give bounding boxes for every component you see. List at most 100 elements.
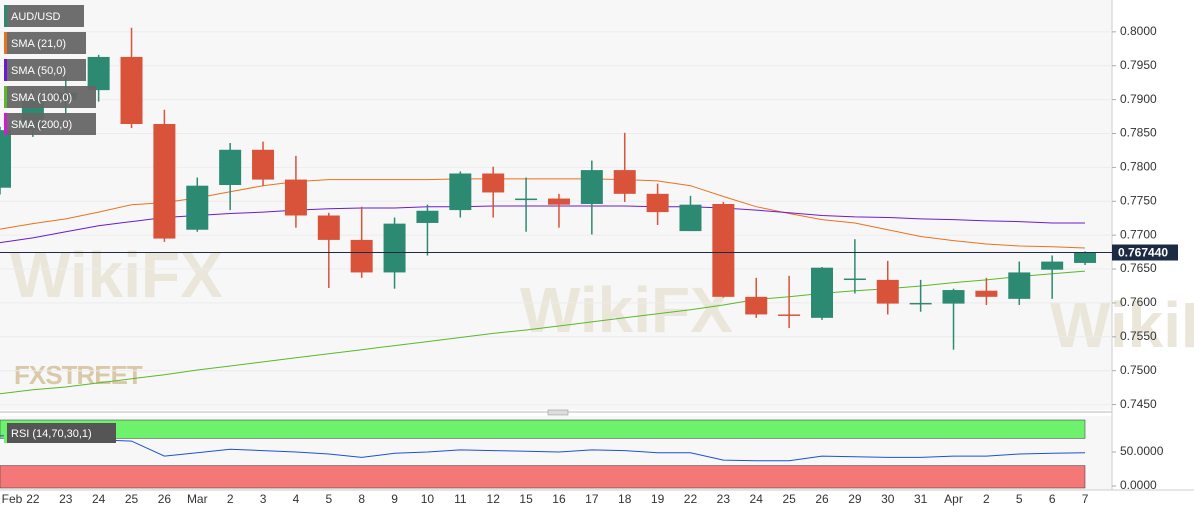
legend-label: RSI (14,70,30,1) [11, 428, 92, 440]
candle-body [0, 130, 11, 188]
oversold-band [0, 465, 1086, 489]
y-tick-label: 0.7750 [1120, 193, 1157, 207]
legend-box[interactable] [4, 423, 116, 443]
x-tick-label: 5 [1016, 492, 1023, 506]
legend-box[interactable] [4, 32, 86, 54]
x-tick-label: 17 [585, 492, 599, 506]
candle-body [87, 56, 110, 91]
candle-body [876, 279, 899, 304]
legend-box[interactable] [4, 59, 86, 81]
candle-body [186, 185, 209, 230]
x-tick-label: 2 [983, 492, 990, 506]
candle-body [252, 149, 275, 180]
x-tick-label: Apr [944, 492, 963, 506]
y-tick-label: 0.7550 [1120, 329, 1157, 343]
legend-swatch [4, 113, 7, 135]
legend-label: SMA (50,0) [11, 65, 66, 77]
legend-swatch [4, 86, 7, 108]
watermark: WikiFX [520, 274, 733, 346]
x-tick-label: 25 [782, 492, 796, 506]
legend-box[interactable] [4, 86, 96, 108]
candle-body [515, 198, 538, 201]
y-tick-label: 0.0000 [1120, 478, 1157, 492]
x-tick-label: Feb [2, 492, 23, 506]
y-tick-label: 0.7450 [1120, 397, 1157, 411]
price-panel [0, 0, 1112, 410]
candle-body [350, 239, 373, 273]
sma-line [0, 270, 1086, 395]
candle-body [843, 278, 866, 281]
x-tick-label: 7 [1082, 492, 1089, 506]
x-tick-label: 18 [618, 492, 632, 506]
candle-body [580, 170, 603, 204]
candle-body [712, 203, 735, 297]
legend-swatch [4, 5, 7, 27]
last-price-box [1112, 244, 1178, 261]
candle-body [120, 56, 143, 125]
x-tick-label: 8 [358, 492, 365, 506]
x-tick-label: 2 [227, 492, 234, 506]
legend-label: SMA (21,0) [11, 38, 66, 50]
rsi-line [0, 435, 1086, 462]
y-tick-label: 0.7800 [1120, 160, 1157, 174]
candle-body [613, 170, 636, 194]
x-tick-label: 12 [487, 492, 501, 506]
sma-line [0, 178, 1086, 249]
legend-label: AUD/USD [11, 11, 61, 23]
candle-body [219, 149, 242, 186]
y-tick-label: 0.7600 [1120, 295, 1157, 309]
candle-body [547, 198, 570, 205]
x-tick-label: 24 [750, 492, 764, 506]
x-tick-label: 3 [260, 492, 267, 506]
resize-handle[interactable] [547, 409, 569, 416]
legend-swatch [4, 32, 7, 54]
candle-body [1074, 252, 1097, 263]
watermarks: WikiFXWikiFXWikiFXFXSTREET [10, 239, 1194, 390]
candle-body [778, 314, 801, 316]
x-tick-label: Mar [187, 492, 208, 506]
candle-body [975, 290, 998, 297]
x-tick-label: 10 [421, 492, 435, 506]
candle-body [811, 267, 833, 318]
y-tick-label: 50.0000 [1120, 444, 1164, 458]
x-tick-label: 23 [717, 492, 731, 506]
watermark: WikiFX [1050, 289, 1194, 361]
x-tick-label: 5 [325, 492, 332, 506]
sma-line [0, 205, 1085, 244]
candle-body [679, 204, 702, 232]
y-tick-label: 0.7500 [1120, 363, 1157, 377]
candle-body [909, 302, 932, 305]
x-tick-label: 9 [391, 492, 398, 506]
y-tick-label: 0.7950 [1120, 58, 1157, 72]
watermark: WikiFX [10, 239, 223, 311]
overbought-band [0, 419, 1086, 439]
candle-body [383, 223, 406, 273]
legend-label: SMA (100,0) [11, 92, 72, 104]
candle-body [745, 296, 768, 315]
x-tick-label: 19 [651, 492, 665, 506]
last-price-label: 0.767440 [1118, 246, 1168, 260]
y-tick-label: 0.7900 [1120, 92, 1157, 106]
y-tick-label: 0.7700 [1120, 227, 1157, 241]
legend-box[interactable] [4, 113, 96, 135]
x-tick-label: 25 [125, 492, 139, 506]
x-tick-label: 15 [519, 492, 533, 506]
candle-body [482, 173, 505, 193]
marks [0, 27, 1112, 462]
legend-swatch [4, 423, 7, 443]
legend-label: SMA (200,0) [11, 119, 72, 131]
x-tick-label: 11 [454, 492, 467, 506]
labels: 0.7450 0.7500 0.7550 0.7600 0.7650 0.7700 0.77… [2, 5, 1178, 506]
x-tick-label: 4 [293, 492, 300, 506]
x-tick-label: 16 [552, 492, 566, 506]
y-tick-label: 0.7850 [1120, 126, 1157, 140]
legend-box[interactable] [4, 5, 84, 27]
candle-body [317, 215, 340, 240]
candle-body [416, 210, 439, 223]
y-tick-label: 0.8000 [1120, 24, 1157, 38]
x-tick-label: 29 [848, 492, 862, 506]
legend-swatch [4, 59, 7, 81]
grid [0, 31, 1116, 489]
candle-body [284, 179, 307, 216]
